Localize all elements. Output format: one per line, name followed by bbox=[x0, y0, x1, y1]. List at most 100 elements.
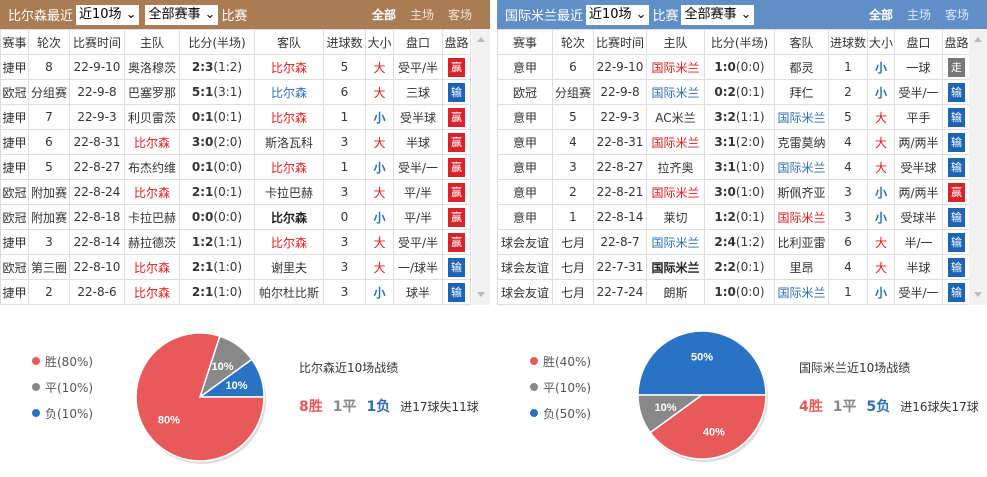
away-team[interactable]: 谢里夫 bbox=[254, 254, 324, 280]
range-select[interactable]: 近10场 ⌄ bbox=[586, 4, 650, 25]
result-badge: 输 bbox=[948, 82, 965, 102]
away-team[interactable]: 国际米兰 bbox=[774, 154, 829, 180]
away-team[interactable]: 国际米兰 bbox=[774, 104, 829, 130]
result-badge: 赢 bbox=[448, 132, 465, 152]
pie-slice-win[interactable] bbox=[135, 332, 265, 462]
home-team[interactable]: 拉齐奥 bbox=[646, 154, 705, 180]
match-date: 22-8-27 bbox=[69, 154, 125, 180]
full-time-score: 2:1 bbox=[191, 185, 214, 199]
over-under: 大 bbox=[867, 229, 895, 255]
round: 分组赛 bbox=[552, 79, 594, 105]
round: 8 bbox=[28, 54, 70, 80]
home-team[interactable]: 赫拉德茨 bbox=[124, 229, 180, 255]
total-goals: 3 bbox=[323, 229, 366, 255]
score: 2:3(1:2) bbox=[179, 54, 255, 80]
home-team[interactable]: 巴塞罗那 bbox=[124, 79, 180, 105]
away-team[interactable]: 斯洛瓦科 bbox=[254, 129, 324, 155]
full-time-score: 3:1 bbox=[714, 160, 736, 174]
scroll-up-icon[interactable] bbox=[974, 37, 982, 42]
home-team[interactable]: 比尔森 bbox=[124, 179, 180, 205]
inter-recent-panel: 国际米兰最近 近10场 ⌄ 比赛 全部赛事 ⌄ 全部 主场 客场 赛事 轮次 比赛时间 主队比… bbox=[497, 0, 987, 305]
round: 7 bbox=[28, 104, 70, 130]
filter-home[interactable]: 主场 bbox=[409, 8, 434, 22]
away-team[interactable]: 帕尔杜比斯 bbox=[254, 279, 324, 305]
filter-away[interactable]: 客场 bbox=[944, 8, 969, 22]
home-team[interactable]: 利贝雷茨 bbox=[124, 104, 180, 130]
scrollbar[interactable] bbox=[969, 29, 987, 305]
legend-loss: 负(50%) bbox=[530, 400, 591, 426]
home-team[interactable]: AC米兰 bbox=[646, 104, 705, 130]
over-under: 小 bbox=[867, 79, 895, 105]
home-team[interactable]: 莱切 bbox=[646, 204, 705, 230]
away-team[interactable]: 比尔森 bbox=[254, 229, 324, 255]
match-date: 22-8-18 bbox=[69, 204, 125, 230]
away-team[interactable]: 都灵 bbox=[774, 54, 829, 80]
home-team[interactable]: 卡拉巴赫 bbox=[124, 204, 180, 230]
filter-away[interactable]: 客场 bbox=[447, 8, 472, 22]
home-team[interactable]: 国际米兰 bbox=[646, 179, 705, 205]
column-header: 主队 bbox=[124, 29, 180, 55]
result-badge: 赢 bbox=[448, 157, 465, 177]
scroll-down-icon[interactable] bbox=[477, 292, 485, 297]
scrollbar[interactable] bbox=[472, 29, 490, 305]
away-team[interactable]: 国际米兰 bbox=[774, 204, 829, 230]
home-team[interactable]: 国际米兰 bbox=[646, 79, 705, 105]
full-time-score: 2:1 bbox=[191, 260, 214, 274]
away-team[interactable]: 里昂 bbox=[774, 254, 829, 280]
score: 1:2(1:1) bbox=[179, 229, 255, 255]
table-row: 捷甲 7 22-9-3 利贝雷茨 0:1(0:1) 比尔森 1 小受半球赢 bbox=[0, 104, 471, 130]
home-team[interactable]: 比尔森 bbox=[124, 254, 180, 280]
over-under: 大 bbox=[867, 104, 895, 130]
round: 4 bbox=[552, 129, 594, 155]
pie-slice-label: 10% bbox=[212, 361, 234, 373]
away-team[interactable]: 卡拉巴赫 bbox=[254, 179, 324, 205]
competition: 捷甲 bbox=[0, 129, 29, 155]
home-team[interactable]: 奥洛穆茨 bbox=[124, 54, 180, 80]
away-team[interactable]: 斯佩齐亚 bbox=[774, 179, 829, 205]
home-team[interactable]: 朗斯 bbox=[646, 279, 705, 305]
half-time-score: (0:0) bbox=[213, 210, 243, 224]
filter-all[interactable]: 全部 bbox=[868, 8, 893, 22]
score: 0:1(0:0) bbox=[179, 154, 255, 180]
filter-home[interactable]: 主场 bbox=[906, 8, 931, 22]
away-team[interactable]: 国际米兰 bbox=[774, 279, 829, 305]
away-team[interactable]: 比尔森 bbox=[254, 104, 324, 130]
away-team[interactable]: 拜仁 bbox=[774, 79, 829, 105]
scroll-up-icon[interactable] bbox=[477, 37, 485, 42]
away-team[interactable]: 克雷莫纳 bbox=[774, 129, 829, 155]
home-team[interactable]: 国际米兰 bbox=[646, 254, 705, 280]
round: 第三圈 bbox=[28, 254, 70, 280]
away-team[interactable]: 比尔森 bbox=[254, 154, 324, 180]
scroll-down-icon[interactable] bbox=[974, 292, 982, 297]
home-team[interactable]: 比尔森 bbox=[124, 279, 180, 305]
panel-title: 国际米兰最近 bbox=[505, 9, 584, 24]
match-date: 22-9-3 bbox=[69, 104, 125, 130]
away-team[interactable]: 比尔森 bbox=[254, 79, 324, 105]
score: 1:0(0:0) bbox=[704, 54, 775, 80]
table-row: 捷甲 3 22-8-14 赫拉德茨 1:2(1:1) 比尔森 3 大受平/半赢 bbox=[0, 229, 471, 255]
competition-select[interactable]: 全部赛事 ⌄ bbox=[145, 4, 219, 25]
home-team[interactable]: 国际米兰 bbox=[646, 229, 705, 255]
home-team[interactable]: 布杰约维 bbox=[124, 154, 180, 180]
competition: 捷甲 bbox=[0, 279, 29, 305]
home-team[interactable]: 比尔森 bbox=[124, 129, 180, 155]
handicap-line: 半球 bbox=[393, 129, 443, 155]
competition-select[interactable]: 全部赛事 ⌄ bbox=[681, 4, 755, 25]
match-date: 22-9-8 bbox=[69, 79, 125, 105]
half-time-score: (1:0) bbox=[213, 285, 243, 299]
handicap-result: 赢 bbox=[442, 54, 471, 80]
result-badge: 输 bbox=[948, 132, 965, 152]
away-team[interactable]: 比尔森 bbox=[254, 54, 324, 80]
home-team[interactable]: 国际米兰 bbox=[646, 129, 705, 155]
full-time-score: 0:1 bbox=[191, 110, 214, 124]
home-team[interactable]: 国际米兰 bbox=[646, 54, 705, 80]
away-team[interactable]: 比利亚雷 bbox=[774, 229, 829, 255]
pie-slice-loss[interactable] bbox=[637, 330, 767, 396]
competition-select-value: 全部赛事 bbox=[684, 6, 737, 22]
range-select[interactable]: 近10场 ⌄ bbox=[76, 4, 140, 25]
away-team[interactable]: 比尔森 bbox=[254, 204, 324, 230]
filter-all[interactable]: 全部 bbox=[371, 8, 396, 22]
total-goals: 1 bbox=[828, 54, 868, 80]
pie-slice-win[interactable] bbox=[649, 394, 767, 460]
score: 3:1(1:0) bbox=[704, 154, 775, 180]
